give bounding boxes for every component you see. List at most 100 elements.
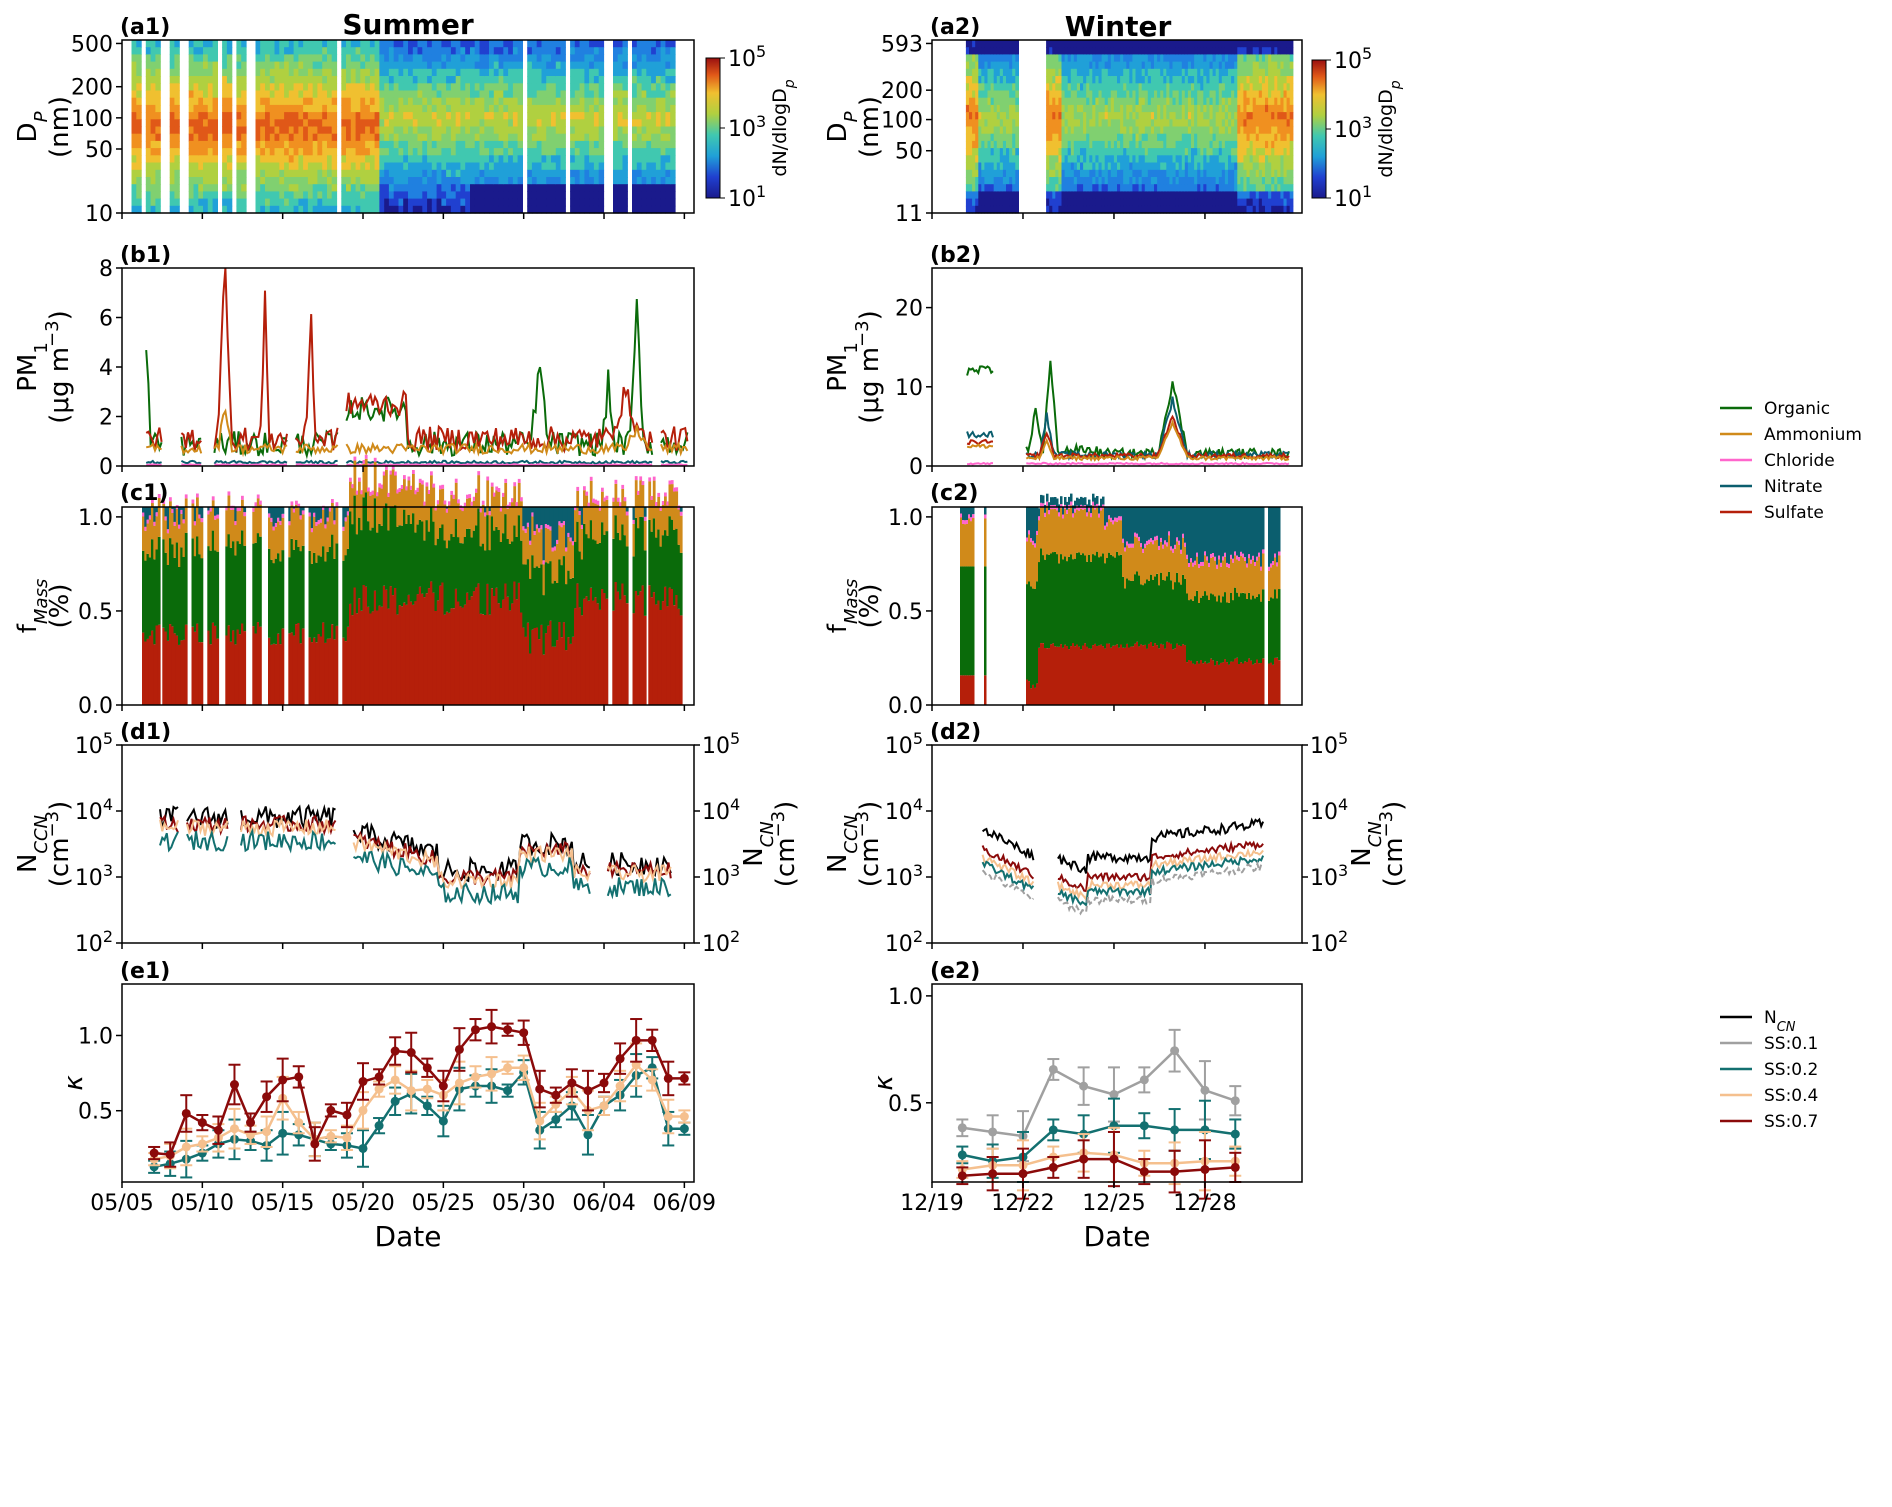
a1-heatmap-cell <box>393 112 400 120</box>
a2-heatmap-cell <box>969 126 973 135</box>
a1-heatmap-cell <box>222 97 228 106</box>
a1-heatmap-cell <box>312 112 319 120</box>
a1-heatmap-cell <box>374 155 380 164</box>
a1-heatmap-cell <box>584 54 590 63</box>
a2-heatmap-cell <box>1157 90 1161 99</box>
a2-heatmap-cell <box>1206 47 1211 55</box>
a2-heatmap-cell <box>1015 133 1019 142</box>
a2-heatmap-cell <box>1098 68 1103 77</box>
a2-heatmap-cell <box>1163 119 1167 128</box>
a1-heatmap-cell <box>393 126 400 135</box>
a1-heatmap-cell <box>455 140 462 149</box>
a2-heatmap-cell <box>1243 119 1248 128</box>
a2-heatmap-cell <box>1268 68 1272 77</box>
a2-heatmap-cell <box>1246 61 1251 70</box>
a2-heatmap-cell <box>1046 169 1050 178</box>
a2-heatmap-cell <box>1157 162 1161 171</box>
a2-heatmap-cell <box>1280 54 1285 63</box>
a1-heatmap-cell <box>598 169 605 178</box>
a1-heatmap-cell <box>350 169 357 178</box>
a2-heatmap-cell <box>1104 126 1109 135</box>
a1-heatmap-cell <box>465 191 471 200</box>
a1-heatmap-cell <box>174 148 180 156</box>
a1-heatmap-cell <box>155 184 161 192</box>
a2-heatmap-cell <box>1150 54 1155 63</box>
c1-stack-segment <box>198 514 202 519</box>
a1-heatmap-cell <box>260 112 266 120</box>
a1-heatmap-cell <box>584 40 590 48</box>
a1-heatmap-cell <box>570 47 576 55</box>
a1-heatmap-cell <box>365 169 371 178</box>
a2-heatmap-cell <box>1261 133 1266 142</box>
a2-heatmap-cell <box>1126 40 1130 48</box>
a2-heatmap-cell <box>990 40 995 48</box>
a1-heatmap-cell <box>279 184 285 192</box>
a1-heatmap-cell <box>393 155 400 164</box>
a1-heatmap-cell <box>670 169 676 178</box>
a1-heatmap-cell <box>260 205 266 214</box>
a1-heatmap-cell <box>365 112 371 120</box>
a1-heatmap-cell <box>641 61 647 70</box>
a1-heatmap-cell <box>274 155 280 164</box>
a2-heatmap-cell <box>1243 184 1248 192</box>
a2-heatmap-cell <box>1240 148 1244 156</box>
a1-heatmap-cell <box>293 140 299 149</box>
a1-heatmap-cell <box>598 140 605 149</box>
a1-heatmap-cell <box>560 83 566 92</box>
a2-heatmap-cell <box>1218 61 1223 70</box>
a1-heatmap-cell <box>188 90 195 99</box>
a1-heatmap-cell <box>150 68 156 77</box>
a2-heatmap-cell <box>1080 169 1084 178</box>
a1-heatmap-cell <box>431 119 438 128</box>
a2-heatmap-cell <box>1212 54 1217 63</box>
a2-heatmap-cell <box>978 177 982 185</box>
a2-heatmap-cell <box>1249 97 1254 106</box>
a2-heatmap-cell <box>1157 83 1161 92</box>
a1-heatmap-cell <box>632 97 638 106</box>
a2-heatmap-cell <box>1169 40 1174 48</box>
a1-heatmap-cell <box>241 177 247 185</box>
a1-heatmap-cell <box>379 61 385 70</box>
a2-heatmap-cell <box>1144 126 1149 135</box>
a1-heatmap-cell <box>431 68 438 77</box>
a1-heatmap-cell <box>317 177 323 185</box>
a1-heatmap-cell <box>536 162 543 171</box>
a1-heatmap-cell <box>150 40 156 48</box>
a1-heatmap-cell <box>265 97 271 106</box>
a2-heatmap-cell <box>1215 191 1220 200</box>
c1-stack-segment <box>279 644 283 705</box>
a1-heatmap-cell <box>641 169 647 178</box>
a2-heatmap-cell <box>1228 169 1232 178</box>
a1-heatmap-cell <box>136 198 142 207</box>
a2-heatmap-cell <box>1113 177 1118 185</box>
a1-heatmap-cell <box>222 68 228 77</box>
a2-heatmap-cell <box>990 119 995 128</box>
a2-heatmap-cell <box>1012 148 1016 156</box>
a1-heatmap-cell <box>465 47 471 55</box>
a2-heatmap-cell <box>1237 104 1241 113</box>
a1-heatmap-cell <box>269 205 276 214</box>
a2-heatmap-cell <box>1055 54 1059 63</box>
a1-heatmap-cell <box>150 90 156 99</box>
a1-heatmap-cell <box>512 126 519 135</box>
a2-heatmap-cell <box>1110 177 1115 185</box>
a2-heatmap-cell <box>1064 184 1069 192</box>
a1-heatmap-cell <box>446 133 452 142</box>
a1-heatmap-cell <box>145 104 152 113</box>
a1-heatmap-cell <box>193 76 199 84</box>
a2-heatmap-cell <box>1209 205 1214 214</box>
a2-heatmap-cell <box>987 104 992 113</box>
a2-heatmap-cell <box>1083 54 1087 63</box>
a1-heatmap-cell <box>188 68 195 77</box>
a2-heatmap-cell <box>1095 90 1100 99</box>
a2-heatmap-cell <box>1289 155 1294 164</box>
a1-heatmap-cell <box>317 90 323 99</box>
a2-heatmap-cell <box>1123 47 1127 55</box>
a1-heatmap-cell <box>341 148 347 156</box>
a1-heatmap-cell <box>632 90 638 99</box>
a1-heatmap-cell <box>460 119 466 128</box>
a2-heatmap-cell <box>1092 133 1096 142</box>
a1-heatmap-cell <box>450 90 457 99</box>
a2-heatmap-cell <box>1052 205 1056 214</box>
a1-heatmap-cell <box>284 68 290 77</box>
